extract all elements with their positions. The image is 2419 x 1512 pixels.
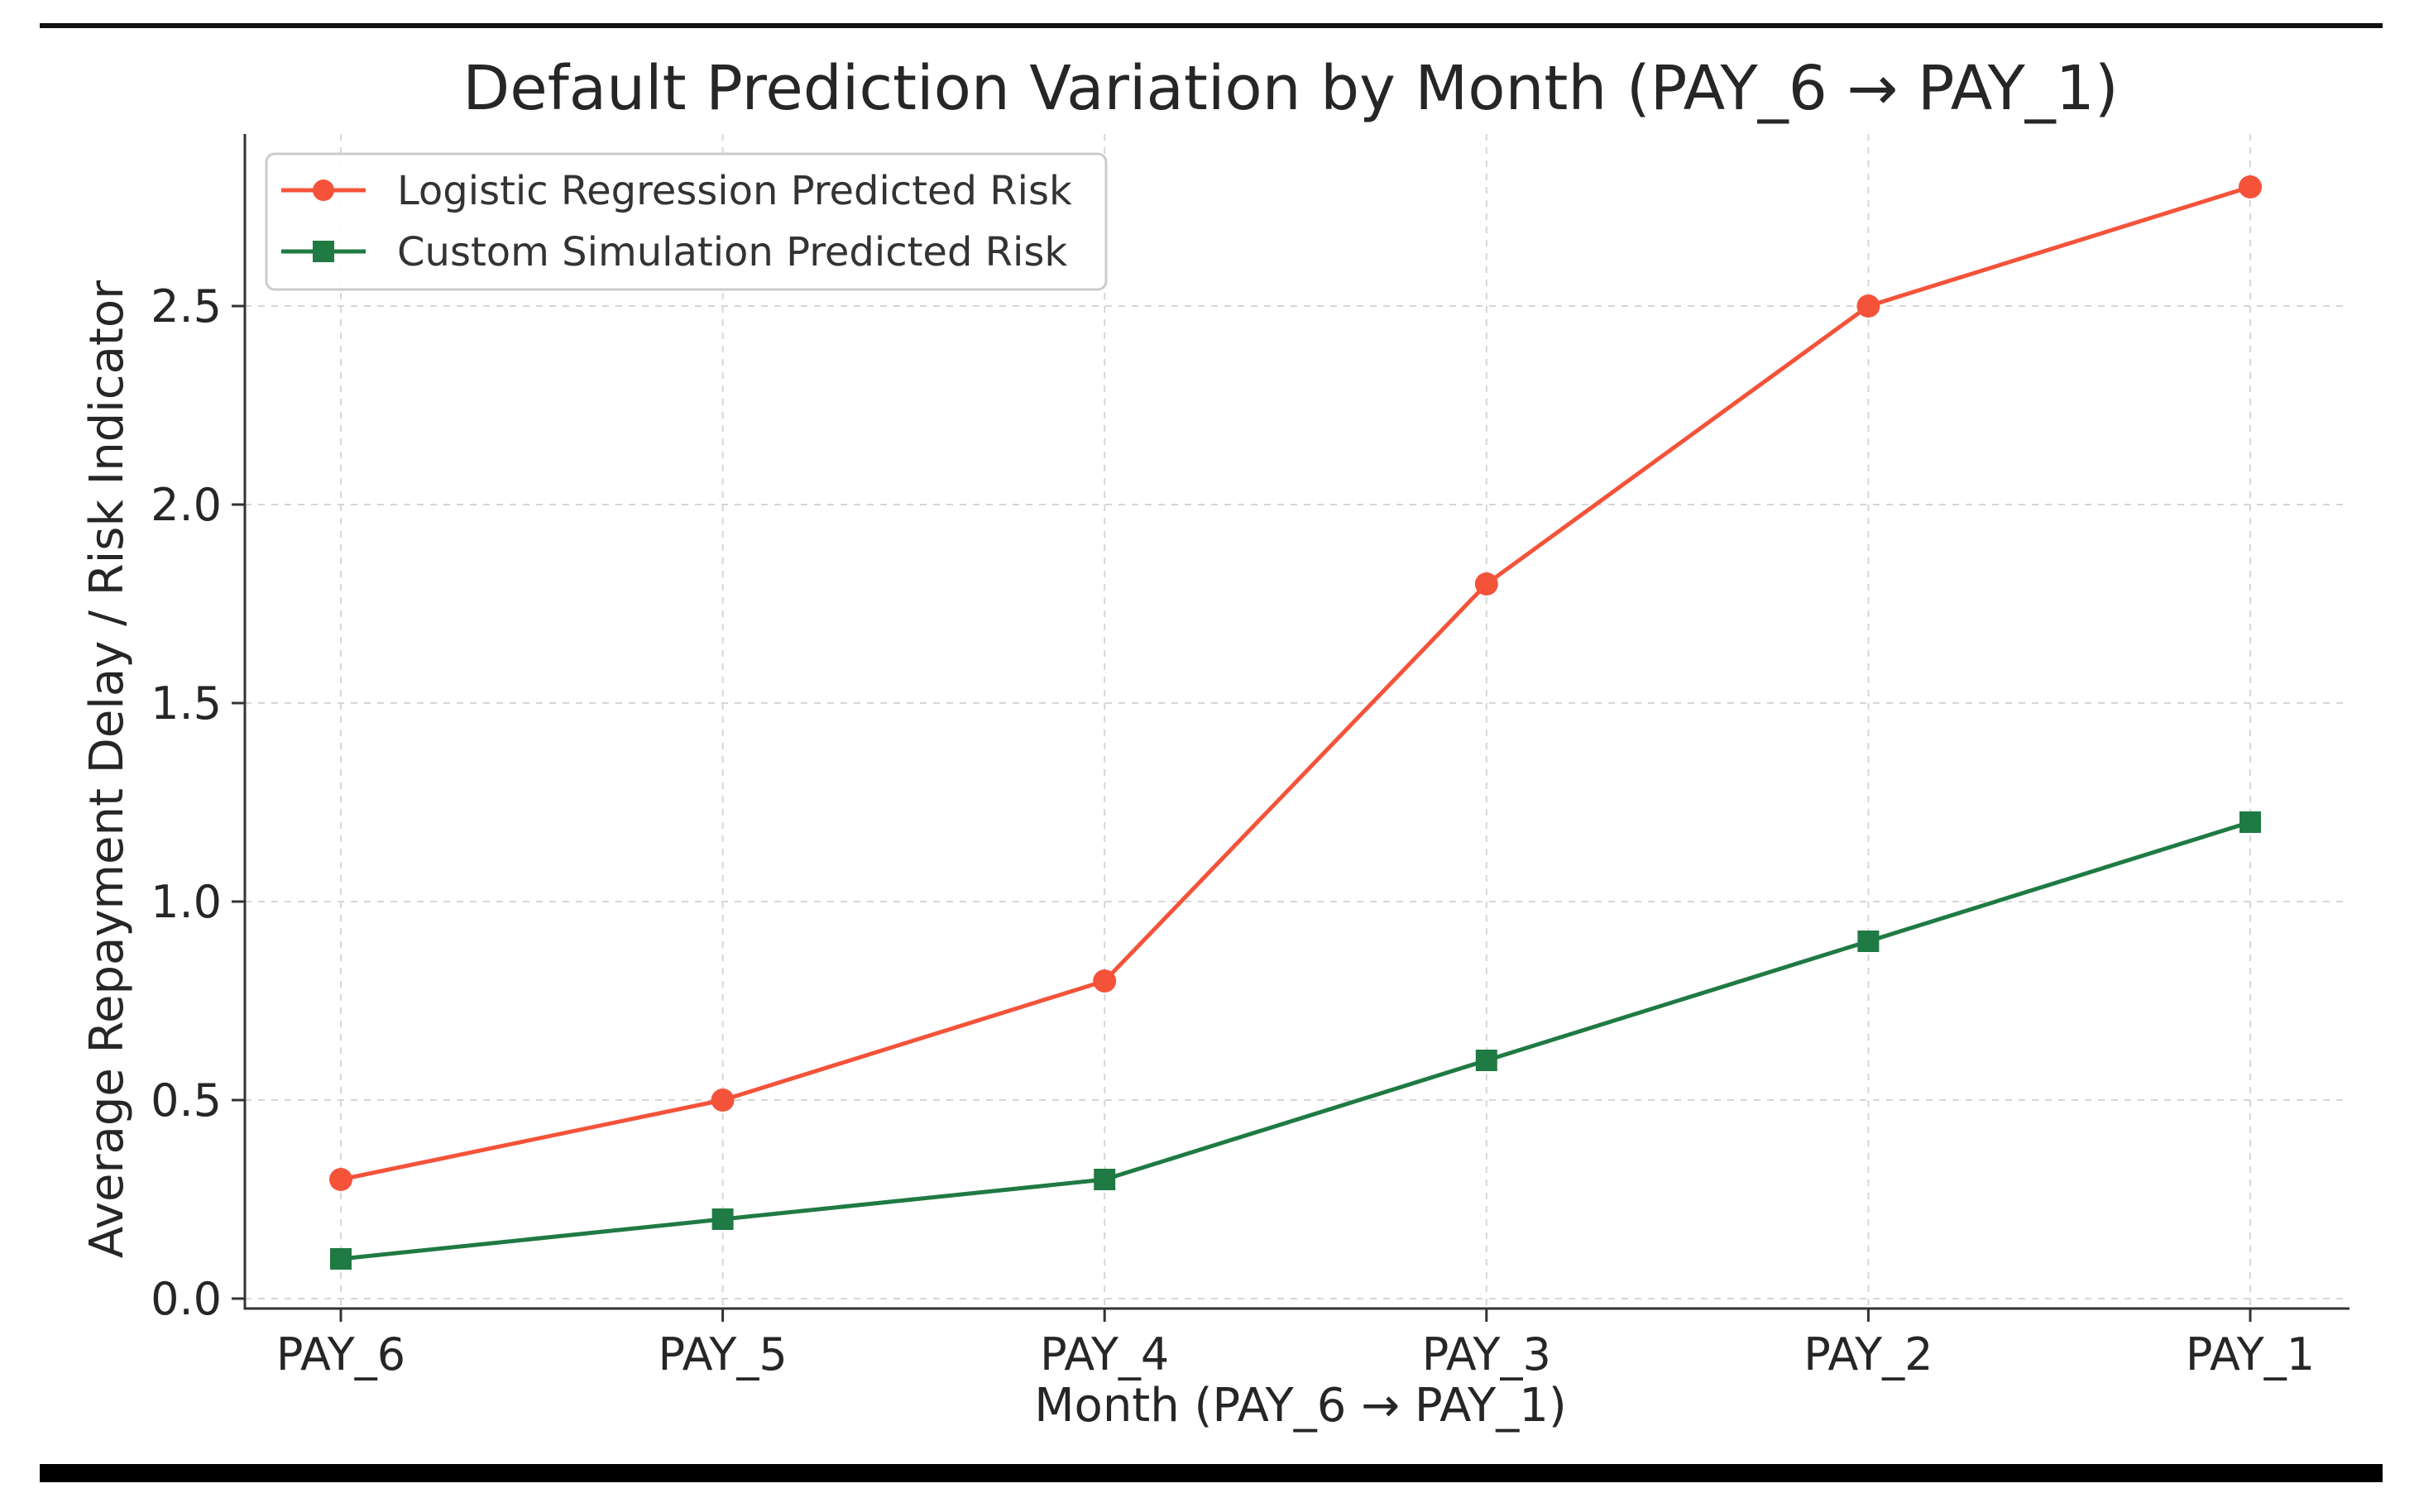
data-point-square [330,1248,352,1270]
chart-title: Default Prediction Variation by Month (P… [462,53,2119,124]
y-tick-label: 1.0 [151,876,222,928]
legend: Logistic Regression Predicted Risk Custo… [265,152,1108,291]
data-point-square [711,1208,734,1230]
ticks: PAY_6 PAY_5 PAY_4 PAY_3 PAY_2 PAY_1 0.0 0.5 1.0 1… [151,280,2315,1380]
top-rule [40,23,2383,28]
x-axis-label: Month (PAY_6 → PAY_1) [1034,1379,1567,1433]
legend-marker-circle-icon [313,179,334,201]
data-point-circle [1093,969,1117,993]
data-point-square [2239,811,2261,833]
legend-label-custom: Custom Simulation Predicted Risk [397,229,1067,275]
x-tick-label: PAY_2 [1803,1328,1933,1380]
y-tick-label: 1.5 [151,677,222,730]
legend-label-logistic: Logistic Regression Predicted Risk [397,168,1072,214]
series-line-0 [340,184,2251,1182]
legend-box [265,152,1108,291]
series [329,175,2262,1270]
bottom-rule [40,1464,2383,1482]
data-point-circle [711,1089,735,1112]
series-line-1 [340,820,2251,1261]
x-tick-label: PAY_3 [1422,1328,1551,1380]
data-point-circle [2239,175,2262,199]
data-point-circle [1474,572,1498,596]
x-tick-label: PAY_1 [2186,1328,2315,1380]
data-point-circle [1856,294,1880,318]
y-axis-label: Average Repayment Delay / Risk Indicator [80,280,134,1258]
x-tick-label: PAY_5 [658,1328,787,1380]
x-tick-label: PAY_4 [1040,1328,1169,1380]
x-tick-label: PAY_6 [276,1328,405,1380]
axis-spines [243,134,2350,1310]
data-point-square [1475,1050,1497,1071]
data-point-circle [329,1168,352,1191]
y-tick-label: 2.5 [151,280,222,333]
grid [245,134,2350,1309]
axes [243,134,2350,1310]
y-tick-label: 2.0 [151,479,222,531]
y-tick-label: 0.0 [151,1273,222,1325]
data-point-square [1857,931,1880,952]
data-point-square [1094,1169,1116,1190]
legend-marker-square-icon [313,241,334,262]
y-tick-label: 0.5 [151,1074,222,1127]
